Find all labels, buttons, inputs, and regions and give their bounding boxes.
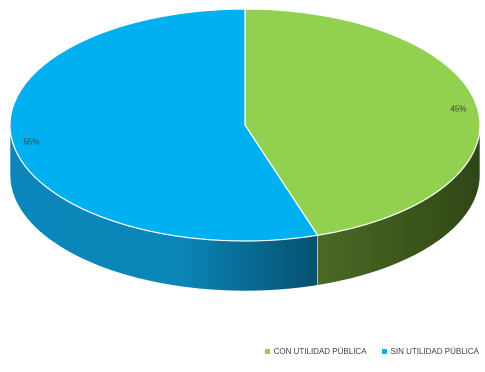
- pie-slice-con-utilidad[interactable]: [244, 8, 481, 236]
- data-label-con-utilidad: 45%: [450, 104, 466, 113]
- legend-item-con-utilidad[interactable]: CON UTILIDAD PÚBLICA: [264, 346, 367, 356]
- legend-item-sin-utilidad[interactable]: SIN UTILIDAD PÚBLICA: [381, 346, 479, 356]
- legend: CON UTILIDAD PÚBLICA SIN UTILIDAD PÚBLIC…: [0, 344, 485, 358]
- legend-label-con-utilidad: CON UTILIDAD PÚBLICA: [273, 346, 367, 356]
- legend-label-sin-utilidad: SIN UTILIDAD PÚBLICA: [390, 346, 479, 356]
- pie-slice-sin-utilidad[interactable]: [9, 8, 319, 242]
- legend-swatch-sin-utilidad: [381, 348, 387, 354]
- data-label-sin-utilidad: 55%: [23, 138, 39, 147]
- legend-swatch-con-utilidad: [264, 348, 270, 354]
